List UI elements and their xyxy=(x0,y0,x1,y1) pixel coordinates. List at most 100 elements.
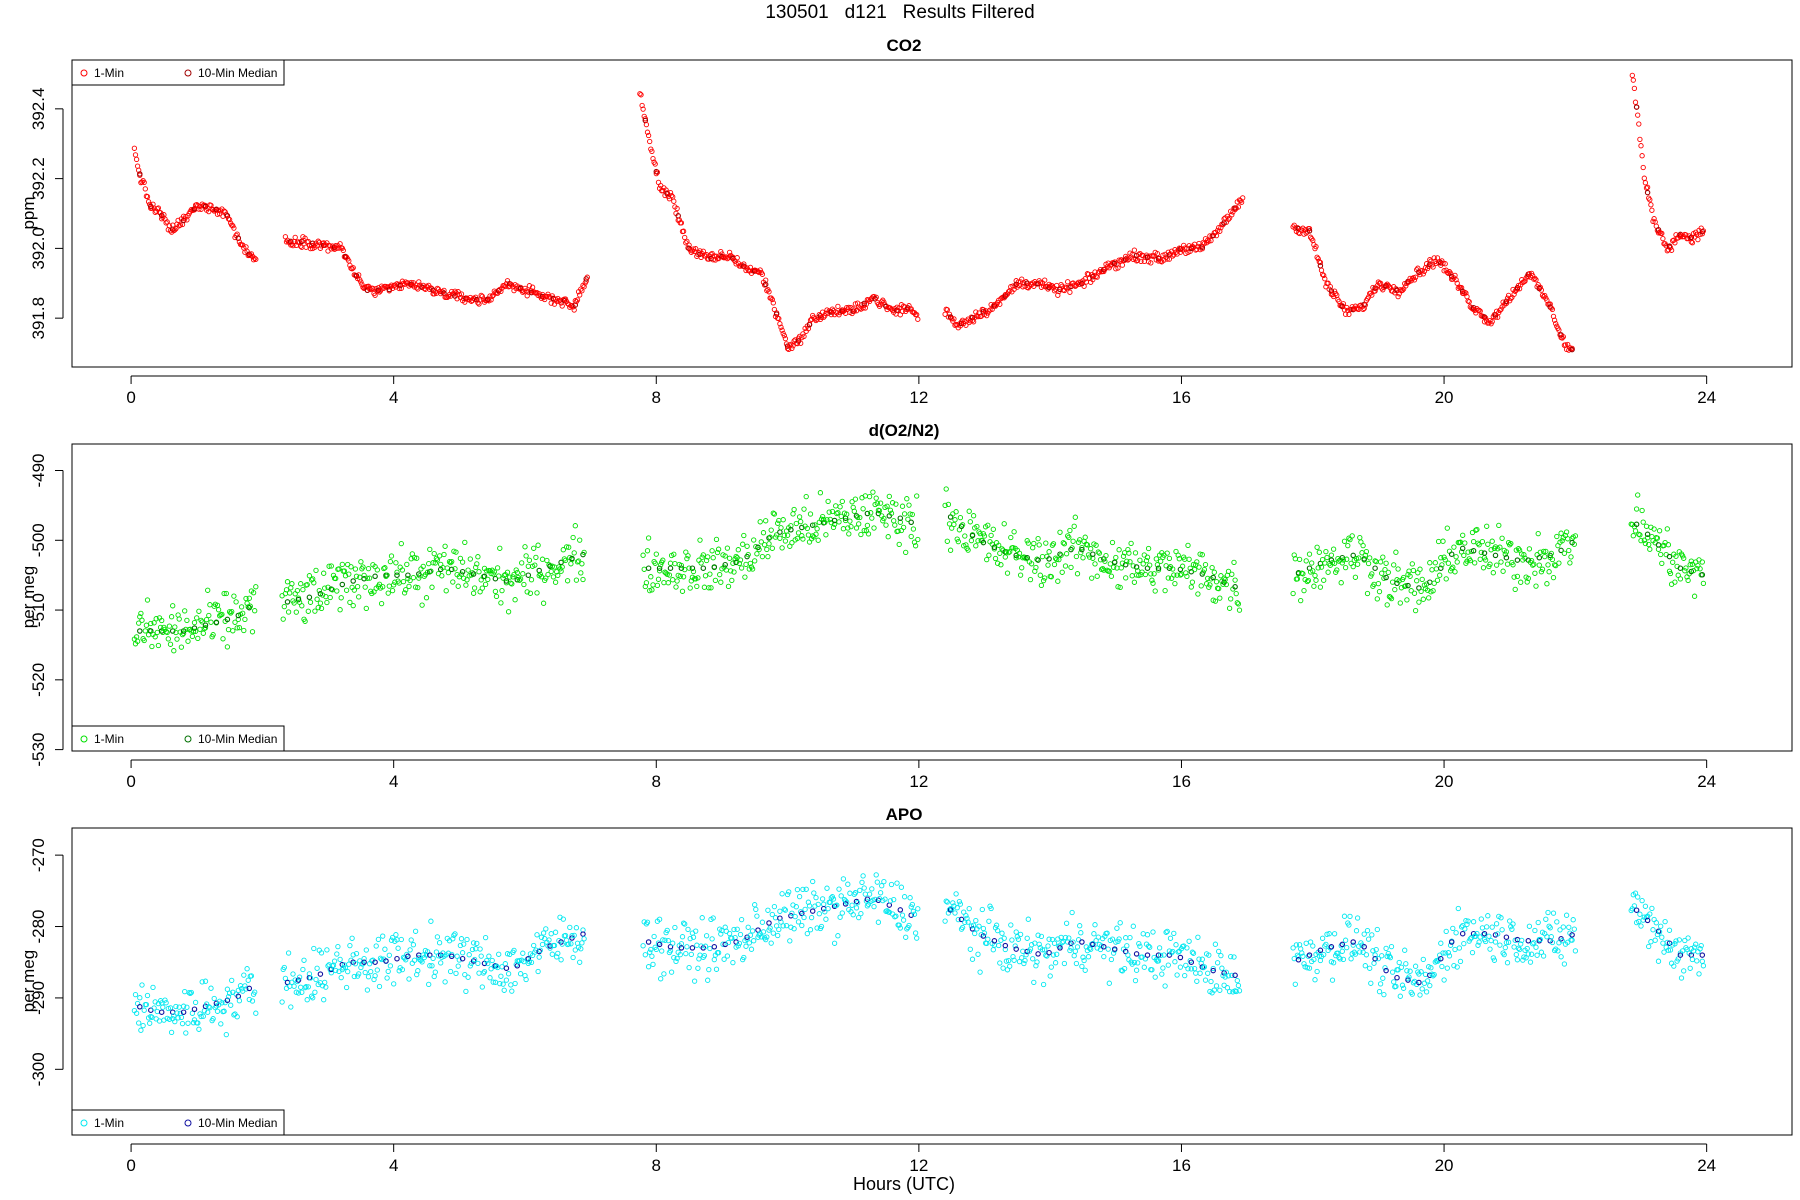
o2n2-point-1min xyxy=(1697,566,1703,572)
o2n2-point-1min xyxy=(710,555,716,561)
o2n2-point-1min xyxy=(548,568,554,575)
o2n2-point-median xyxy=(394,572,400,578)
o2n2-legend-box xyxy=(71,725,285,752)
o2n2-point-1min xyxy=(1699,559,1705,565)
o2n2-point-median xyxy=(1438,565,1444,571)
o2n2-point-1min xyxy=(854,514,861,520)
apo-point-1min xyxy=(970,922,977,928)
o2n2-point-1min xyxy=(388,553,395,559)
o2n2-point-1min xyxy=(1376,588,1383,595)
o2n2-point-1min xyxy=(401,590,408,596)
o2n2-panel-title: d(O2/N2) xyxy=(869,421,940,440)
apo-point-1min xyxy=(1514,957,1521,963)
co2-point-1min xyxy=(350,265,356,271)
co2-point-1min xyxy=(801,333,807,340)
o2n2-point-1min xyxy=(374,567,380,573)
co2-point-1min xyxy=(139,179,145,185)
o2n2-point-1min xyxy=(1683,565,1689,571)
apo-point-1min xyxy=(975,951,981,957)
apo-point-1min xyxy=(528,959,535,966)
apo-point-1min xyxy=(694,942,700,948)
apo-point-1min xyxy=(1404,968,1410,974)
apo-point-1min xyxy=(337,956,343,963)
co2-point-median xyxy=(474,296,480,303)
apo-point-1min xyxy=(1557,927,1563,933)
apo-point-1min xyxy=(206,1004,212,1010)
o2n2-point-1min xyxy=(1682,568,1688,574)
o2n2-point-1min xyxy=(205,587,211,593)
o2n2-point-1min xyxy=(1199,552,1205,558)
o2n2-point-1min xyxy=(171,648,177,654)
o2n2-point-1min xyxy=(1385,569,1391,576)
co2-point-1min xyxy=(1313,243,1319,250)
o2n2-point-1min xyxy=(1315,565,1321,571)
co2-point-1min xyxy=(769,296,775,303)
o2n2-point-1min xyxy=(1229,571,1235,577)
apo-point-1min xyxy=(730,959,736,966)
co2-point-1min xyxy=(359,281,365,288)
co2-point-1min xyxy=(1194,246,1200,252)
o2n2-point-1min xyxy=(665,580,671,586)
o2n2-point-1min xyxy=(477,589,483,595)
apo-point-1min xyxy=(973,917,979,924)
o2n2-point-1min xyxy=(858,531,864,538)
apo-point-1min xyxy=(1537,936,1543,943)
o2n2-point-1min xyxy=(1407,573,1413,579)
apo-point-1min xyxy=(469,946,476,953)
o2n2-point-1min xyxy=(1306,551,1313,557)
o2n2-point-1min xyxy=(857,514,863,521)
o2n2-point-1min xyxy=(406,583,412,590)
o2n2-point-1min xyxy=(707,571,713,577)
o2n2-point-1min xyxy=(1414,578,1420,584)
apo-point-1min xyxy=(1040,981,1047,988)
co2-point-1min xyxy=(1229,212,1235,218)
apo-point-1min xyxy=(577,959,583,965)
o2n2-point-1min xyxy=(1452,569,1458,575)
o2n2-point-1min xyxy=(1460,532,1466,538)
o2n2-point-1min xyxy=(769,545,775,551)
o2n2-point-1min xyxy=(494,565,501,571)
apo-point-1min xyxy=(1149,967,1155,973)
apo-point-1min xyxy=(943,898,949,904)
co2-point-1min xyxy=(1450,276,1456,282)
o2n2-point-1min xyxy=(291,600,297,606)
o2n2-point-1min xyxy=(484,568,490,574)
apo-point-1min xyxy=(677,951,683,958)
apo-point-1min xyxy=(455,963,461,969)
apo-point-1min xyxy=(1324,931,1330,937)
apo-point-median xyxy=(224,997,231,1004)
o2n2-point-1min xyxy=(166,623,173,629)
co2-point-1min xyxy=(177,222,183,228)
apo-point-1min xyxy=(1700,963,1707,969)
o2n2-point-median xyxy=(1481,550,1488,556)
co2-point-1min xyxy=(408,279,414,286)
co2-point-1min xyxy=(1148,260,1154,266)
o2n2-point-1min xyxy=(1654,535,1661,541)
apo-point-1min xyxy=(351,973,357,980)
o2n2-point-1min xyxy=(1515,546,1522,552)
apo-point-1min xyxy=(1290,945,1296,951)
o2n2-point-1min xyxy=(1106,568,1112,574)
o2n2-point-1min xyxy=(737,557,744,563)
o2n2-point-1min xyxy=(238,604,245,610)
apo-point-1min xyxy=(888,881,895,888)
o2n2-point-1min xyxy=(730,560,736,566)
o2n2-point-1min xyxy=(1037,572,1043,578)
apo-point-1min xyxy=(520,950,526,956)
apo-point-1min xyxy=(842,898,849,904)
o2n2-point-1min xyxy=(242,616,248,623)
co2-point-1min xyxy=(1636,121,1642,127)
apo-point-1min xyxy=(1545,909,1551,916)
apo-point-1min xyxy=(1177,964,1184,970)
o2n2-point-1min xyxy=(1635,492,1641,498)
apo-point-median xyxy=(1383,967,1389,974)
o2n2-point-1min xyxy=(1353,556,1360,562)
apo-point-1min xyxy=(1173,942,1179,948)
o2n2-point-1min xyxy=(896,541,902,548)
o2n2-point-1min xyxy=(957,514,964,521)
apo-point-1min xyxy=(1442,950,1448,956)
co2-point-1min xyxy=(1495,314,1501,320)
apo-point-1min xyxy=(1070,939,1076,945)
apo-point-1min xyxy=(1431,971,1437,978)
apo-point-1min xyxy=(816,911,822,917)
